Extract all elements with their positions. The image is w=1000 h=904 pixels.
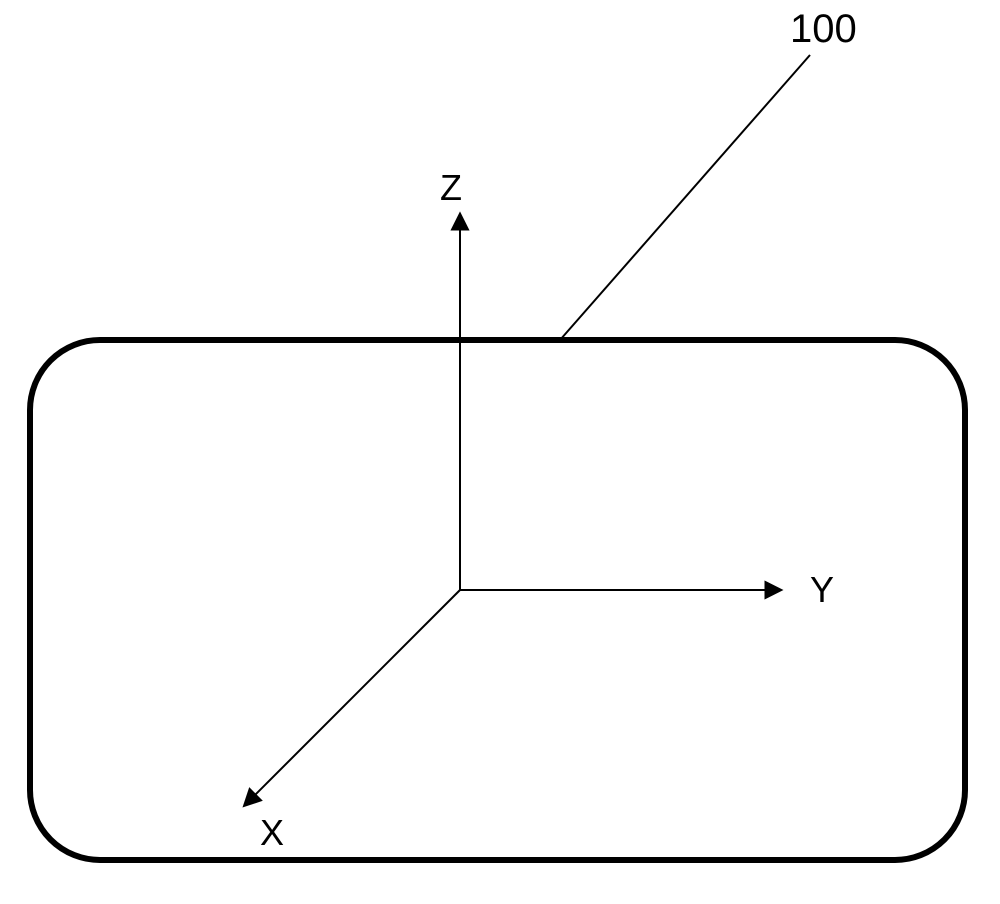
z-axis-label: Z bbox=[440, 167, 462, 208]
x-axis bbox=[245, 590, 460, 805]
diagram-canvas: 100 Z Y X bbox=[0, 0, 1000, 904]
x-axis-label: X bbox=[260, 812, 284, 853]
y-axis-label: Y bbox=[810, 569, 834, 610]
reference-label: 100 bbox=[790, 7, 857, 51]
leader-line bbox=[560, 55, 810, 340]
